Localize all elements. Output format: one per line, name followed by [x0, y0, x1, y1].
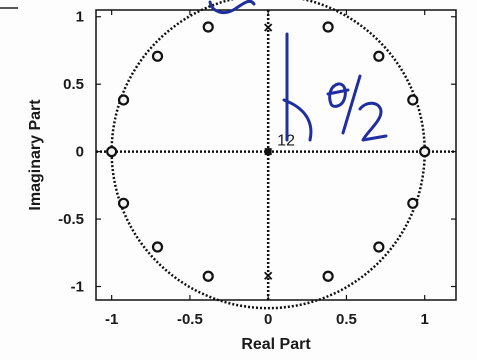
zero-marker: [202, 270, 214, 282]
y-tick-label: 1: [76, 9, 84, 26]
handwritten-stroke-top: [208, 0, 256, 14]
y-tick-labels: -1 -0.5 0 0.5 1: [58, 9, 84, 296]
zero-marker: [322, 270, 334, 282]
zero-marker: [151, 50, 164, 62]
handwritten-annotation: [208, 0, 388, 142]
axis-ticks: [96, 10, 456, 300]
zero-marker: [106, 146, 118, 158]
handwritten-slash: [341, 74, 362, 135]
handwritten-pi: [326, 82, 350, 108]
x-tick-label: 0: [264, 311, 272, 328]
x-tick-label: -0.5: [177, 311, 203, 328]
y-axis-title: Imaginary Part: [27, 99, 44, 211]
zero-marker: [322, 21, 334, 33]
y-tick-label: -1: [71, 279, 84, 296]
zero-marker: [407, 94, 419, 106]
zero-marker: [202, 21, 214, 33]
pole-x-marker: [264, 271, 273, 280]
handwritten-two: [358, 101, 388, 142]
x-tick-labels: -1 -0.5 0 0.5 1: [105, 311, 429, 328]
y-tick-label: -0.5: [58, 211, 84, 228]
origin-pole-marker: [264, 148, 272, 156]
zero-marker: [117, 197, 130, 209]
zero-marker: [419, 146, 431, 158]
zero-marker: [151, 241, 164, 253]
pole-x-stroke: [264, 23, 273, 32]
zero-marker: [117, 94, 130, 106]
x-tick-label: 1: [421, 311, 429, 328]
x-axis-title: Real Part: [241, 336, 311, 353]
y-tick-label: 0: [76, 144, 84, 161]
pole-x-stroke: [264, 271, 273, 280]
zero-marker: [407, 197, 419, 209]
pole-zero-markers: [106, 21, 431, 282]
handwritten-angle-arc: [282, 98, 313, 142]
zero-marker: [373, 50, 385, 62]
plot-frame: [95, 9, 457, 301]
zero-marker: [373, 241, 385, 253]
y-tick-label: 0.5: [63, 76, 84, 93]
x-tick-label: -1: [105, 311, 118, 328]
x-tick-label: 0.5: [336, 311, 357, 328]
pole-x-marker: [264, 23, 273, 32]
